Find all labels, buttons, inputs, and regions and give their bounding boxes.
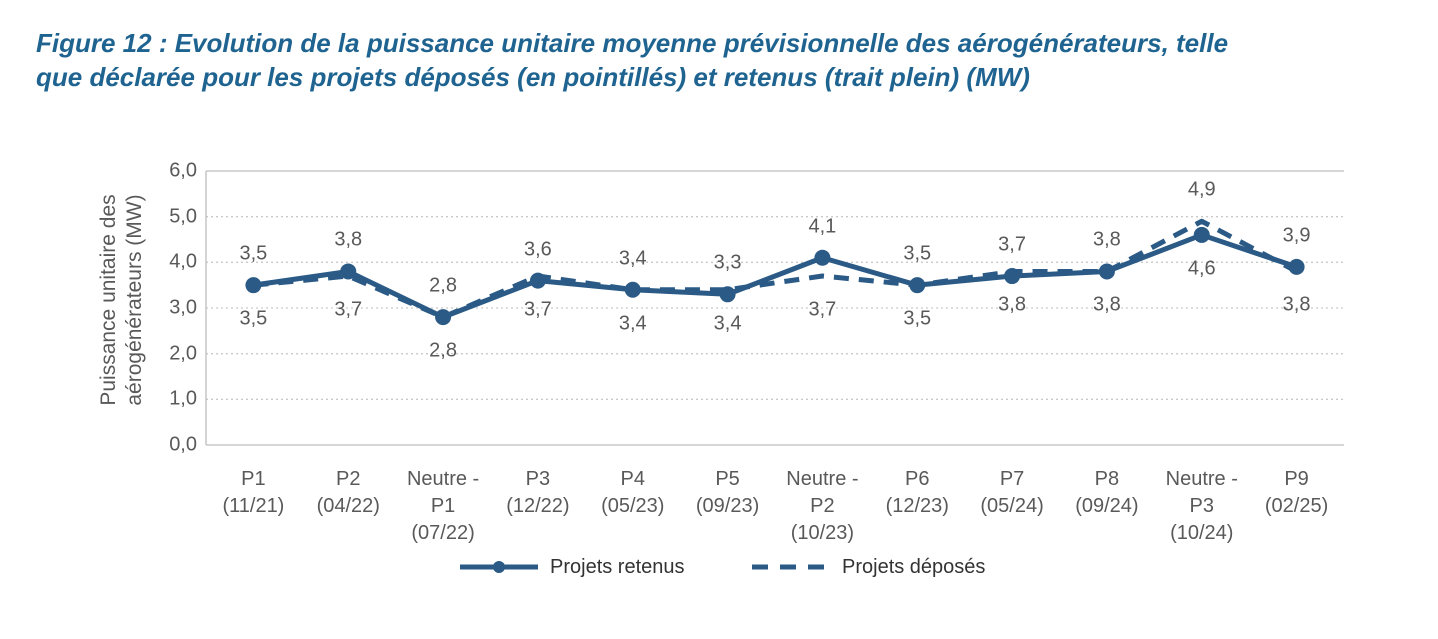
x-category-label: P4 (05/23) xyxy=(601,466,664,520)
series-marker-projets-retenus xyxy=(435,309,452,326)
legend-item-projets-retenus: Projets retenus xyxy=(458,555,685,579)
y-tick-label: 5,0 xyxy=(169,205,197,228)
x-category-label-line: P7 xyxy=(999,468,1025,490)
y-tick-label: 3,0 xyxy=(169,296,197,319)
x-category-label-line: P6 xyxy=(905,468,930,490)
x-category-label: P8 (09/24) xyxy=(1075,466,1138,520)
x-category-label: Neutre - P2 (10/23) xyxy=(786,466,858,547)
data-label-retenus: 3,5 xyxy=(903,242,932,265)
figure-title: Figure 12 : Evolution de la puissance un… xyxy=(36,26,1416,94)
x-category-label-line: (09/24) xyxy=(1075,495,1139,517)
series-line-projets-deposes xyxy=(253,218,1298,320)
data-label-deposes: 3,8 xyxy=(1093,293,1121,316)
x-category-label: Neutre - P1 (07/22) xyxy=(407,466,479,547)
x-category-label-line: (05/23) xyxy=(601,495,665,517)
data-label-deposes: 3,7 xyxy=(334,298,363,321)
series-marker-projets-retenus xyxy=(624,281,641,298)
series-marker-projets-retenus xyxy=(340,263,357,280)
y-tick-label: 1,0 xyxy=(169,387,197,410)
x-category-label-line: Neutre - xyxy=(1165,468,1238,490)
x-category-label-line: Neutre - xyxy=(786,468,859,490)
series-marker-projets-retenus xyxy=(1004,268,1021,285)
series-marker-projets-retenus xyxy=(1288,258,1305,275)
x-category-label: P7 (05/24) xyxy=(980,466,1043,520)
x-category-label-line: (09/23) xyxy=(695,495,760,517)
x-category-label-line: (05/24) xyxy=(980,495,1044,517)
legend-sample-solid-line xyxy=(460,561,538,573)
data-label-retenus: 3,9 xyxy=(1282,224,1311,247)
data-label-retenus: 3,3 xyxy=(713,251,742,274)
x-category-label-line: P2 xyxy=(810,495,835,517)
x-category-label-line: (10/23) xyxy=(790,522,855,544)
data-label-deposes: 2,8 xyxy=(429,339,457,362)
figure-title-line-2: que déclarée pour les projets déposés (e… xyxy=(36,62,1030,92)
x-category-label-line: P3 xyxy=(525,468,551,490)
x-category-label-line: (12/23) xyxy=(885,495,949,517)
x-category-label-line: P4 xyxy=(620,468,645,490)
legend-item-projets-deposes: Projets déposés xyxy=(750,555,985,579)
x-category-label: P3 (12/22) xyxy=(506,466,569,520)
x-category-label: P1 (11/21) xyxy=(222,466,284,520)
y-tick-label: 6,0 xyxy=(169,159,197,182)
data-label-retenus: 3,7 xyxy=(998,233,1026,256)
legend-label-projets-retenus: Projets retenus xyxy=(550,555,685,578)
legend-marker-icon xyxy=(493,561,505,573)
data-label-deposes: 3,8 xyxy=(998,293,1026,316)
x-category-label-line: (04/22) xyxy=(316,495,380,517)
data-label-deposes: 3,4 xyxy=(618,312,647,335)
x-category-label-line: P9 xyxy=(1284,468,1309,490)
x-category-label-line: P1 xyxy=(241,468,266,490)
x-category-label-line: P2 xyxy=(336,468,361,490)
data-label-deposes: 3,7 xyxy=(524,298,552,321)
x-category-label-line: (10/24) xyxy=(1170,522,1234,544)
y-axis-title-line-2: aérogénérateurs (MW) xyxy=(123,194,146,406)
x-category-label: P9 (02/25) xyxy=(1265,466,1328,520)
x-category-label-line: P8 xyxy=(1094,468,1120,490)
data-label-retenus: 3,8 xyxy=(1093,228,1121,251)
data-label-retenus: 4,1 xyxy=(808,215,837,238)
x-category-label-line: (02/25) xyxy=(1264,495,1329,517)
y-tick-label: 4,0 xyxy=(169,250,197,273)
y-axis-title-line-1: Puissance unitaire des xyxy=(97,194,120,406)
data-label-retenus: 3,8 xyxy=(334,228,363,251)
y-axis-title: Puissance unitaire des aérogénérateurs (M… xyxy=(96,194,148,405)
data-label-retenus: 2,8 xyxy=(429,274,457,297)
series-marker-projets-retenus xyxy=(1098,263,1115,280)
data-label-deposes: 3,8 xyxy=(1282,293,1311,316)
data-label-deposes: 3,5 xyxy=(903,307,932,330)
x-category-label: P5 (09/23) xyxy=(696,466,759,520)
data-label-retenus: 4,6 xyxy=(1187,257,1216,280)
data-label-deposes: 3,7 xyxy=(808,298,837,321)
x-category-label-line: P3 xyxy=(1189,495,1214,517)
legend-label-projets-deposes: Projets déposés xyxy=(842,555,986,578)
x-category-label-line: P1 xyxy=(430,495,456,517)
data-label-deposes: 4,9 xyxy=(1187,178,1216,201)
data-label-deposes: 3,5 xyxy=(239,307,268,330)
data-label-retenus: 3,6 xyxy=(524,238,552,261)
data-label-retenus: 3,5 xyxy=(239,242,268,265)
x-category-label-line: Neutre - xyxy=(406,468,480,490)
y-tick-label: 2,0 xyxy=(169,342,197,365)
series-marker-projets-retenus xyxy=(529,272,546,289)
x-category-label: P2 (04/22) xyxy=(317,466,380,520)
x-category-label: P6 (12/23) xyxy=(886,466,949,520)
series-marker-projets-retenus xyxy=(814,249,831,266)
x-category-label-line: (07/22) xyxy=(411,522,475,544)
series-marker-projets-retenus xyxy=(1193,226,1210,243)
x-category-label-line: (12/22) xyxy=(506,495,570,517)
figure-title-line-1: Figure 12 : Evolution de la puissance un… xyxy=(36,28,1229,58)
x-category-label-line: (11/21) xyxy=(222,495,285,517)
data-label-deposes: 3,4 xyxy=(713,312,742,335)
data-label-retenus: 3,4 xyxy=(618,247,647,270)
series-marker-projets-retenus xyxy=(719,286,736,303)
series-marker-projets-retenus xyxy=(245,277,262,294)
series-marker-projets-retenus xyxy=(909,277,926,294)
x-category-label-line: P5 xyxy=(715,468,740,490)
legend-sample-dashed-line xyxy=(752,564,830,570)
y-tick-label: 0,0 xyxy=(169,433,197,456)
x-category-label: Neutre - P3 (10/24) xyxy=(1166,466,1238,547)
